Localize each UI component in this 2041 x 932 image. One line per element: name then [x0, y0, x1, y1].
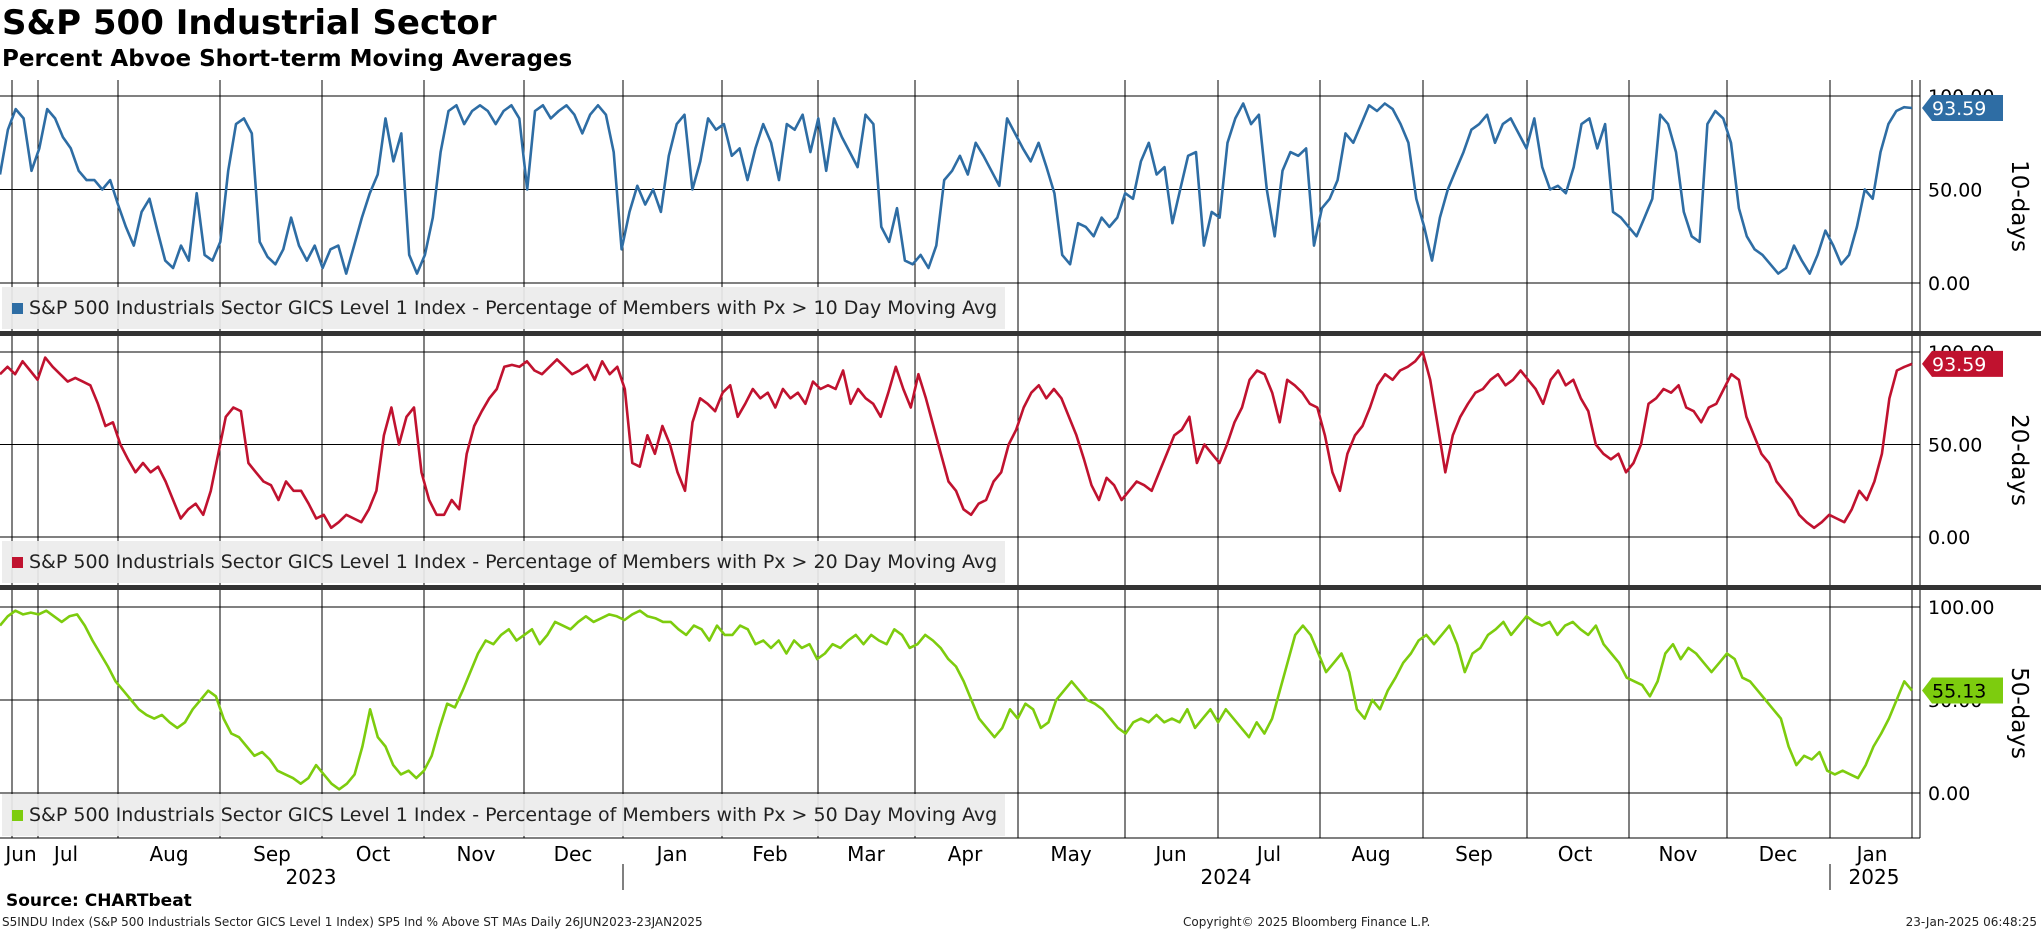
footer-timestamp: 23-Jan-2025 06:48:25 — [1905, 915, 2037, 929]
ytick-ma50-100.00: 100.00 — [1928, 597, 1994, 619]
series-line-ma50 — [0, 609, 1913, 791]
chart-subtitle: Percent Abvoe Short-term Moving Averages — [2, 46, 573, 72]
last-value-tag-ma10 — [1922, 94, 2003, 121]
legend-swatch-ma10 — [12, 302, 23, 314]
last-value-tag-ma50 — [1922, 677, 2003, 704]
ytick-ma20-0.00: 0.00 — [1928, 527, 1970, 549]
month-label-5: Nov — [456, 842, 495, 866]
month-label-8: Feb — [752, 842, 787, 866]
ytick-ma10-0.00: 0.00 — [1928, 273, 1970, 295]
month-label-15: Sep — [1455, 842, 1493, 866]
month-label-12: Jun — [1153, 842, 1186, 866]
month-label-9: Mar — [847, 842, 886, 866]
side-label-ma20: 20-days — [2006, 414, 2032, 506]
legend-label-ma20: S&P 500 Industrials Sector GICS Level 1 … — [29, 551, 998, 573]
legend-label-ma10: S&P 500 Industrials Sector GICS Level 1 … — [29, 297, 998, 319]
month-label-13: Jul — [1255, 842, 1281, 866]
year-label-2025: 2025 — [1849, 865, 1900, 889]
chart-title: S&P 500 Industrial Sector — [2, 3, 497, 43]
month-label-18: Dec — [1759, 842, 1798, 866]
month-label-2: Aug — [149, 842, 188, 866]
footer-copyright: Copyright© 2025 Bloomberg Finance L.P. — [1183, 915, 1431, 929]
month-label-3: Sep — [253, 842, 291, 866]
month-label-10: Apr — [948, 842, 983, 866]
ytick-ma10-50.00: 50.00 — [1928, 180, 1982, 202]
ytick-ma50-0.00: 0.00 — [1928, 783, 1970, 805]
month-label-0: Jun — [3, 842, 36, 866]
legend-ma20: S&P 500 Industrials Sector GICS Level 1 … — [2, 541, 1006, 583]
last-value-ma20: 93.59 — [1932, 354, 1986, 376]
month-label-14: Aug — [1351, 842, 1390, 866]
panel-separator-2 — [0, 585, 2041, 590]
side-label-ma10: 10-days — [2006, 160, 2032, 252]
month-label-1: Jul — [52, 842, 78, 866]
legend-label-ma50: S&P 500 Industrials Sector GICS Level 1 … — [29, 804, 998, 826]
month-label-7: Jan — [655, 842, 688, 866]
side-label-ma50: 50-days — [2006, 667, 2032, 759]
last-value-ma50: 55.13 — [1932, 680, 1986, 702]
ytick-ma20-50.00: 50.00 — [1928, 435, 1982, 457]
month-label-17: Nov — [1658, 842, 1697, 866]
year-label-2024: 2024 — [1201, 865, 1252, 889]
footer-description: S5INDU Index (S&P 500 Industrials Sector… — [2, 915, 703, 929]
source-note: Source: CHARTbeat — [6, 891, 192, 911]
legend-swatch-ma50 — [12, 809, 23, 821]
series-line-ma10 — [0, 102, 1913, 275]
series-line-ma20 — [0, 350, 1913, 530]
month-label-19: Jan — [1855, 842, 1888, 866]
year-label-2023: 2023 — [286, 865, 337, 889]
legend-swatch-ma20 — [12, 556, 23, 568]
month-label-4: Oct — [356, 842, 391, 866]
month-label-6: Dec — [554, 842, 593, 866]
month-label-11: May — [1050, 842, 1092, 866]
last-value-tag-ma20 — [1922, 350, 2003, 377]
panel-separator-1 — [0, 331, 2041, 336]
last-value-ma10: 93.59 — [1932, 98, 1986, 120]
month-label-16: Oct — [1558, 842, 1593, 866]
legend-ma50: S&P 500 Industrials Sector GICS Level 1 … — [2, 794, 1006, 836]
legend-ma10: S&P 500 Industrials Sector GICS Level 1 … — [2, 287, 1006, 329]
